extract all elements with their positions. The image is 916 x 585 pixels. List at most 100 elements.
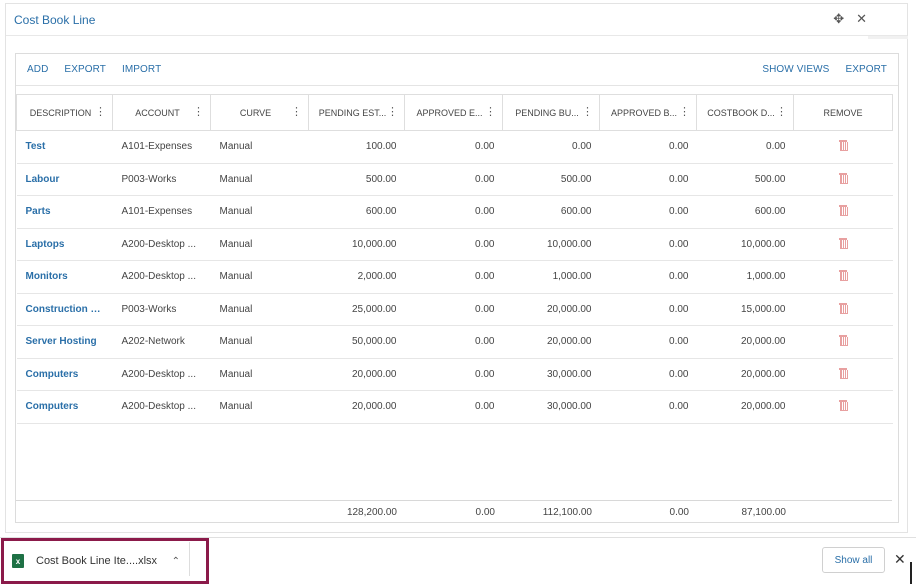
close-downloads-icon[interactable]: ✕: [894, 551, 906, 567]
column-header-approved-e[interactable]: APPROVED E... ⋮: [404, 94, 503, 131]
chevron-up-icon[interactable]: ⌃: [171, 555, 180, 567]
trash-icon[interactable]: [839, 140, 848, 152]
cell-costbook-d: 600.00: [696, 195, 794, 229]
table-row[interactable]: Laptops A200-Desktop ... Manual 10,000.00 0.…: [16, 228, 893, 261]
cell-description[interactable]: Laptops: [16, 228, 113, 261]
trash-icon[interactable]: [839, 205, 848, 217]
trash-icon[interactable]: [839, 270, 848, 282]
column-header-pending-bu[interactable]: PENDING BU... ⋮: [502, 94, 600, 131]
cell-costbook-d: 15,000.00: [696, 293, 794, 326]
column-header-curve[interactable]: CURVE ⋮: [210, 94, 309, 131]
cell-approved-b: 0.00: [599, 390, 697, 424]
cell-approved-b: 0.00: [599, 228, 697, 261]
total-approved-e: 0.00: [475, 507, 495, 518]
total-costbook-d: 87,100.00: [741, 507, 787, 518]
cell-description[interactable]: Computers: [16, 358, 113, 391]
cell-approved-b: 0.00: [599, 293, 697, 326]
trash-icon[interactable]: [839, 335, 848, 347]
show-all-button[interactable]: Show all: [822, 547, 885, 573]
cell-remove: [793, 390, 893, 424]
trash-icon[interactable]: [839, 400, 848, 412]
download-separator: [189, 542, 190, 576]
cell-approved-e: 0.00: [404, 390, 503, 424]
table-row[interactable]: Computers A200-Desktop ... Manual 20,000.00…: [16, 390, 893, 424]
add-button[interactable]: ADD: [27, 64, 49, 75]
excel-file-icon: x: [12, 554, 24, 568]
cost-book-line-dialog: Cost Book Line ✥ ✕ ADD EXPORT IMPORT SHO…: [5, 3, 908, 533]
cell-pending-bu: 600.00: [502, 195, 600, 229]
export-button[interactable]: EXPORT: [64, 64, 106, 75]
dialog-title: Cost Book Line: [14, 12, 96, 27]
column-header-label: ACCOUNT: [135, 107, 180, 118]
import-button[interactable]: IMPORT: [121, 64, 162, 75]
cell-remove: [793, 195, 893, 229]
column-menu-icon[interactable]: ⋮: [291, 106, 302, 118]
cell-pending-bu: 30,000.00: [502, 358, 600, 391]
cell-approved-b: 0.00: [599, 325, 697, 359]
cell-approved-b: 0.00: [599, 260, 697, 294]
grid-toolbar: ADD EXPORT IMPORT SHOW VIEWS EXPORT: [16, 54, 898, 86]
cell-description[interactable]: Construction C...: [16, 293, 113, 326]
cell-costbook-d: 20,000.00: [696, 358, 794, 391]
column-menu-icon[interactable]: ⋮: [485, 106, 496, 118]
cell-description[interactable]: Test: [16, 130, 113, 164]
total-pending-bu: 112,100.00: [542, 507, 592, 518]
export-views-button[interactable]: EXPORT: [845, 64, 887, 75]
column-menu-icon[interactable]: ⋮: [193, 106, 204, 118]
collapse-icon[interactable]: ✥: [833, 11, 845, 26]
column-header-label: DESCRIPTION: [29, 107, 92, 118]
cell-pending-est: 20,000.00: [308, 390, 405, 424]
column-header-account[interactable]: ACCOUNT ⋮: [112, 94, 211, 131]
cell-curve: Manual: [210, 293, 309, 326]
cell-pending-bu: 10,000.00: [502, 228, 600, 261]
cell-description[interactable]: Labour: [16, 163, 113, 196]
column-menu-icon[interactable]: ⋮: [776, 106, 787, 118]
cell-curve: Manual: [210, 163, 309, 196]
column-header-costbook-d[interactable]: COSTBOOK D... ⋮: [696, 94, 794, 131]
table-row[interactable]: Construction C... P003-Works Manual 25,000.…: [16, 293, 893, 326]
trash-icon[interactable]: [839, 172, 848, 184]
column-menu-icon[interactable]: ⋮: [95, 106, 106, 118]
trash-icon[interactable]: [839, 237, 848, 249]
cell-approved-e: 0.00: [404, 195, 503, 229]
column-header-remove: REMOVE: [793, 94, 893, 131]
cell-description[interactable]: Monitors: [16, 260, 113, 294]
column-header-description[interactable]: DESCRIPTION ⋮: [16, 94, 113, 131]
column-menu-icon[interactable]: ⋮: [582, 106, 593, 118]
download-item[interactable]: x Cost Book Line Ite....xlsx ⌃: [1, 538, 209, 584]
table-row[interactable]: Test A101-Expenses Manual 100.00 0.00 0.00 0.0…: [16, 130, 893, 164]
table-row[interactable]: Monitors A200-Desktop ... Manual 2,000.00 0.…: [16, 260, 893, 294]
cell-pending-bu: 1,000.00: [502, 260, 600, 294]
titlebar-divider: [868, 36, 908, 39]
cell-remove: [793, 228, 893, 261]
cell-pending-est: 25,000.00: [308, 293, 405, 326]
cell-costbook-d: 0.00: [696, 130, 794, 164]
trash-icon[interactable]: [839, 302, 848, 314]
cell-curve: Manual: [210, 195, 309, 229]
header-row: DESCRIPTION ⋮ ACCOUNT ⋮ CURVE ⋮ PENDING EST…: [16, 94, 893, 131]
cell-remove: [793, 293, 893, 326]
column-menu-icon[interactable]: ⋮: [679, 106, 690, 118]
column-menu-icon[interactable]: ⋮: [387, 106, 398, 118]
column-header-approved-b[interactable]: APPROVED B... ⋮: [599, 94, 697, 131]
cell-curve: Manual: [210, 130, 309, 164]
grid-card: ADD EXPORT IMPORT SHOW VIEWS EXPORT DESC…: [15, 53, 899, 523]
column-header-label: APPROVED B...: [610, 107, 678, 118]
cell-account: A200-Desktop ...: [112, 228, 211, 261]
totals-row: 128,200.00 0.00 112,100.00 0.00 87,100.0…: [16, 500, 892, 524]
table-row[interactable]: Server Hosting A202-Network Manual 50,000.0…: [16, 325, 893, 359]
table-row[interactable]: Parts A101-Expenses Manual 600.00 0.00 600.00…: [16, 195, 893, 229]
window-edge: [910, 562, 912, 584]
table-row[interactable]: Computers A200-Desktop ... Manual 20,000.00…: [16, 358, 893, 391]
cell-approved-e: 0.00: [404, 293, 503, 326]
table-row[interactable]: Labour P003-Works Manual 500.00 0.00 500.00 0.…: [16, 163, 893, 196]
column-header-pending-est[interactable]: PENDING EST... ⋮: [308, 94, 405, 131]
cell-remove: [793, 130, 893, 164]
show-views-button[interactable]: SHOW VIEWS: [762, 64, 830, 75]
cell-description[interactable]: Computers: [16, 390, 113, 424]
column-header-label: COSTBOOK D...: [707, 107, 775, 118]
cell-description[interactable]: Parts: [16, 195, 113, 229]
cell-description[interactable]: Server Hosting: [16, 325, 113, 359]
close-icon[interactable]: ✕: [856, 11, 867, 26]
trash-icon[interactable]: [839, 367, 848, 379]
